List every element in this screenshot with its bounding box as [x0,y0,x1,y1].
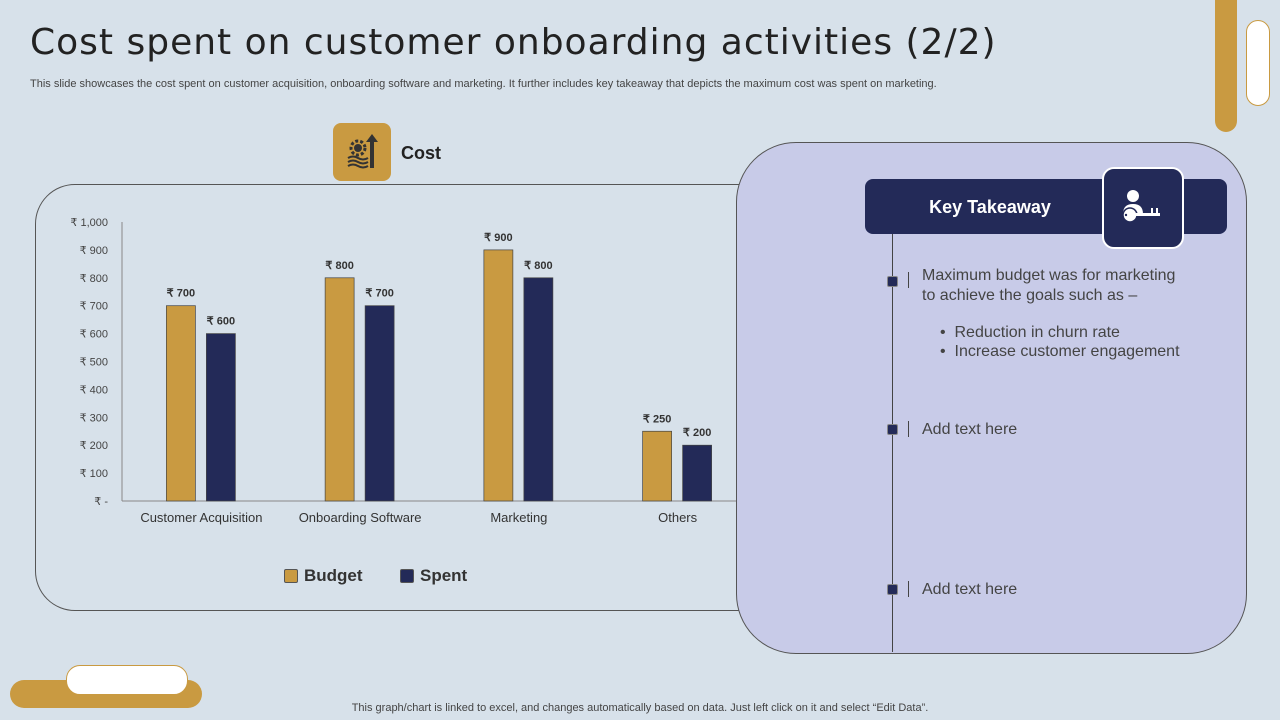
y-tick-label: ₹ 500 [80,357,108,369]
y-tick-label: ₹ 900 [80,245,108,257]
money-growth-icon [333,123,391,181]
data-label: ₹ 250 [643,413,671,425]
data-label: ₹ 700 [365,288,393,300]
legend-label: Budget [304,566,363,585]
takeaway-item-2: Add text here [922,421,1018,438]
decor-pill-bottom [66,665,188,695]
bar-spent[interactable] [206,333,236,502]
bar-spent[interactable] [364,305,395,502]
y-tick-label: ₹ 400 [80,384,108,396]
x-tick-label: Others [658,510,698,525]
bar-budget[interactable] [324,277,355,502]
takeaway-bullet-1: • Reduction in churn rate [940,324,1120,341]
x-tick-label: Customer Acquisition [140,510,262,525]
bar-chart[interactable]: ₹ - ₹ 100 ₹ 200 ₹ 300 ₹ 400 ₹ 500 ₹ 600 ₹ 700 ₹ … [0,0,810,610]
bar-budget[interactable] [166,305,196,502]
data-label: ₹ 600 [207,316,235,328]
footer-note: This graph/chart is linked to excel, and… [351,702,929,714]
data-label: ₹ 200 [683,427,711,439]
legend-swatch-budget [284,569,298,583]
y-tick-label: ₹ 300 [80,412,108,424]
person-key-icon [1102,167,1184,249]
y-tick-label: ₹ 100 [80,468,108,480]
timeline-node [887,584,898,595]
legend-spent[interactable]: Spent [400,566,467,586]
data-label: ₹ 700 [167,288,195,300]
data-label: ₹ 800 [325,260,353,272]
y-tick-label: ₹ - [94,496,108,508]
x-tick-label: Marketing [490,510,547,525]
bullet-text: Reduction in churn rate [954,324,1120,341]
y-tick-label: ₹ 800 [80,273,108,285]
legend-budget[interactable]: Budget [284,566,363,586]
key-takeaway-title: Key Takeaway [929,197,1051,217]
timeline-tick [908,272,909,288]
data-label: ₹ 900 [484,232,512,244]
y-tick-label: ₹ 700 [80,301,108,313]
chart-heading: Cost [401,143,441,163]
bar-spent[interactable] [523,277,554,502]
legend-swatch-spent [400,569,414,583]
bar-budget[interactable] [642,430,672,502]
decor-pill-top [1246,20,1270,106]
timeline-tick [908,421,909,437]
data-label: ₹ 800 [524,260,552,272]
y-tick-label: ₹ 200 [80,440,108,452]
page-title: Cost spent on customer onboarding activi… [30,22,997,63]
timeline-node [887,276,898,287]
timeline-line [892,234,893,652]
takeaway-bullet-2: • Increase customer engagement [940,343,1180,360]
x-tick-label: Onboarding Software [299,510,422,525]
timeline-node [887,424,898,435]
legend-label: Spent [420,566,468,585]
page-subtitle: This slide showcases the cost spent on c… [30,78,937,90]
y-tick-label: ₹ 600 [80,329,108,341]
bar-spent[interactable] [682,444,712,502]
bar-budget[interactable] [483,249,514,502]
y-tick-label: ₹ 1,000 [70,217,108,229]
decor-bar-top [1215,0,1237,132]
bullet-text: Increase customer engagement [954,343,1180,360]
takeaway-item-1: Maximum budget was for marketing to achi… [922,267,1176,304]
timeline-tick [908,581,909,597]
takeaway-item-3: Add text here [922,581,1018,598]
